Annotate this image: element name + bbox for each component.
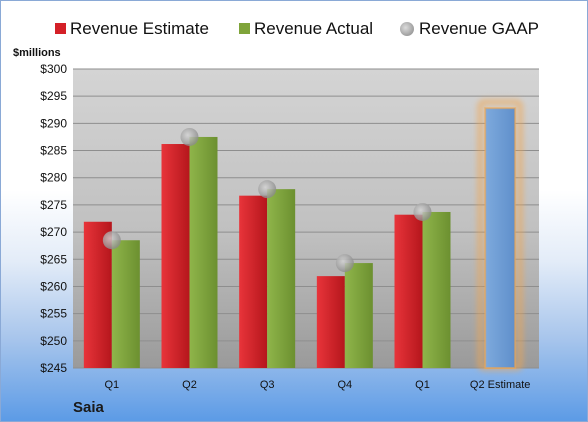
bar-revenue-estimate <box>316 276 345 368</box>
bar-revenue-actual <box>422 211 451 368</box>
y-axis-label: $millions <box>13 47 61 59</box>
bar-q2-estimate <box>484 107 517 369</box>
x-tick-labels: Q1 Q2 Q3 Q4 Q1 Q2 Estimate <box>104 379 530 391</box>
point-revenue-gaap <box>258 180 277 199</box>
legend-label-revenue-gaap: Revenue GAAP <box>419 19 539 38</box>
y-tick-label: $250 <box>40 334 67 348</box>
y-tick-label: $260 <box>40 279 67 293</box>
x-tick-label: Q2 <box>182 379 197 391</box>
y-tick-labels: $245 $250 $255 $260 $265 $270 $275 $280 $285 $290… <box>40 62 67 375</box>
gridlines <box>73 68 539 369</box>
point-revenue-gaap <box>180 127 199 146</box>
bar-revenue-actual <box>189 136 218 368</box>
y-tick-label: $290 <box>40 116 67 130</box>
x-tick-label: Q1 <box>104 379 119 391</box>
x-tick-label: Q3 <box>260 379 275 391</box>
bar-revenue-actual <box>344 263 373 368</box>
point-revenue-gaap <box>102 231 121 250</box>
point-revenue-gaap <box>413 202 432 221</box>
legend-label-revenue-estimate: Revenue Estimate <box>70 19 209 38</box>
x-tick-label: Q2 Estimate <box>470 379 531 391</box>
legend-label-revenue-actual: Revenue Actual <box>254 19 373 38</box>
bar-revenue-estimate <box>161 144 190 368</box>
y-tick-label: $280 <box>40 171 67 185</box>
y-tick-label: $300 <box>40 62 67 76</box>
bar-revenue-estimate <box>394 214 423 368</box>
point-revenue-gaap <box>335 254 354 273</box>
legend-swatch-revenue-actual <box>239 23 250 34</box>
bar-revenue-actual <box>267 189 296 368</box>
y-tick-label: $270 <box>40 225 67 239</box>
legend-swatch-revenue-estimate <box>55 23 66 34</box>
plot-area <box>73 69 539 368</box>
y-tick-label: $295 <box>40 89 67 103</box>
legend: Revenue Estimate Revenue Actual Revenue … <box>55 19 539 38</box>
y-tick-label: $245 <box>40 361 67 375</box>
y-tick-label: $255 <box>40 307 67 321</box>
bar-revenue-estimate <box>239 195 268 368</box>
gaap-points <box>102 127 432 273</box>
bars <box>83 99 524 371</box>
y-tick-label: $265 <box>40 252 67 266</box>
bar-revenue-actual <box>111 240 140 368</box>
y-tick-label: $275 <box>40 198 67 212</box>
x-tick-label: Q4 <box>337 379 352 391</box>
legend-swatch-revenue-gaap <box>400 22 414 36</box>
y-tick-label: $285 <box>40 144 67 158</box>
x-tick-label: Q1 <box>415 379 430 391</box>
company-name: Saia <box>73 399 104 416</box>
